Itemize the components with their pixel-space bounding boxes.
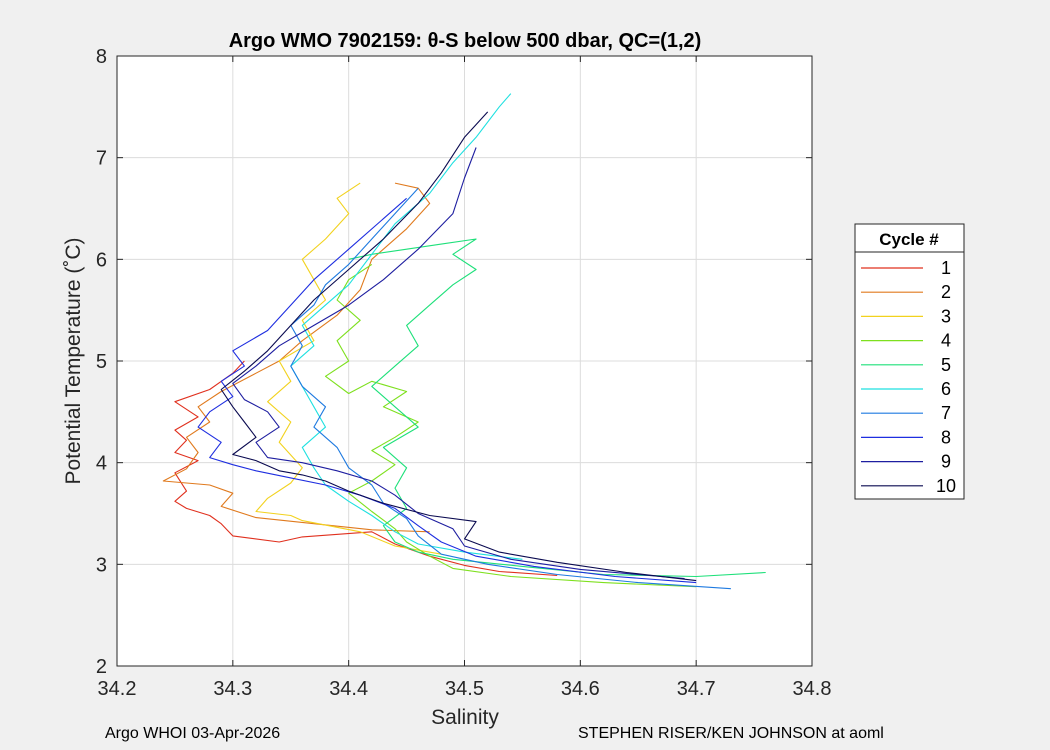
legend-box	[854, 223, 965, 500]
series-cycle-4	[324, 263, 697, 588]
ticks: 34.2 34.3 34.4 34.5 34.6 34.7 34.8 2 3 4 5 6 7 8	[96, 46, 832, 700]
chart-title: Argo WMO 7902159: θ-S below 500 dbar, QC…	[229, 30, 702, 52]
series-cycle-2	[162, 182, 431, 533]
y-tick-label: 6	[96, 249, 107, 271]
legend-label-9: 9	[941, 452, 951, 472]
x-tick-label: 34.6	[561, 678, 600, 700]
legend-label-4: 4	[941, 331, 951, 351]
x-tick-label: 34.7	[677, 678, 716, 700]
legend-label-10: 10	[936, 476, 956, 496]
series-group	[162, 93, 766, 590]
y-axis-label: Potential Temperature (˚C)	[62, 237, 85, 484]
x-tick-label: 34.5	[445, 678, 484, 700]
series-cycle-9	[232, 147, 685, 580]
series-cycle-8	[197, 197, 697, 584]
x-axis-label: Salinity	[431, 706, 499, 729]
series-cycle-3	[255, 182, 442, 555]
legend-label-2: 2	[941, 282, 951, 302]
legend: Cycle # 1 2 3 4 5 6 7 8 9 10	[854, 223, 965, 500]
series-cycle-10	[220, 111, 697, 582]
y-tick-label: 8	[96, 46, 107, 68]
y-tick-label: 3	[96, 554, 107, 576]
series-cycle-1	[174, 360, 558, 577]
legend-label-6: 6	[941, 379, 951, 399]
y-tick-label: 4	[96, 453, 107, 475]
legend-label-3: 3	[941, 306, 951, 326]
legend-label-5: 5	[941, 355, 951, 375]
x-tick-label: 34.4	[329, 678, 368, 700]
legend-title: Cycle #	[879, 230, 939, 249]
legend-items: 1 2 3 4 5 6 7 8 9 10	[861, 258, 956, 496]
x-tick-label: 34.3	[213, 678, 252, 700]
footer-left: Argo WHOI 03-Apr-2026	[105, 725, 281, 742]
footer-right: STEPHEN RISER/KEN JOHNSON at aoml	[578, 725, 884, 742]
series-cycle-5	[348, 238, 766, 578]
y-tick-label: 5	[96, 351, 107, 373]
legend-label-1: 1	[941, 258, 951, 278]
y-tick-label: 2	[96, 656, 107, 678]
x-tick-label: 34.8	[793, 678, 832, 700]
legend-label-7: 7	[941, 403, 951, 423]
y-tick-label: 7	[96, 148, 107, 170]
series-cycle-7	[290, 187, 731, 590]
x-tick-label: 34.2	[98, 678, 137, 700]
legend-label-8: 8	[941, 427, 951, 447]
